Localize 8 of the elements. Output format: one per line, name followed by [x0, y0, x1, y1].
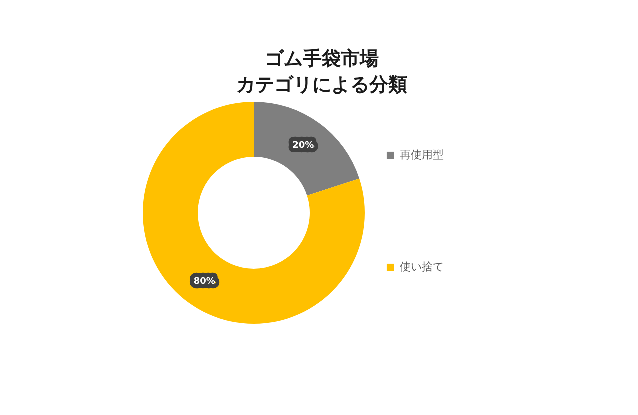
legend-label: 使い捨て	[400, 260, 444, 274]
donut-slice	[143, 102, 365, 324]
chart-subtitle: カテゴリによる分類	[236, 74, 408, 96]
legend-label: 再使用型	[400, 148, 444, 162]
data-label: 20%	[292, 141, 314, 152]
chart-title: ゴム手袋市場	[265, 48, 379, 70]
donut-slice	[254, 102, 360, 196]
data-label: 80%	[194, 276, 216, 287]
